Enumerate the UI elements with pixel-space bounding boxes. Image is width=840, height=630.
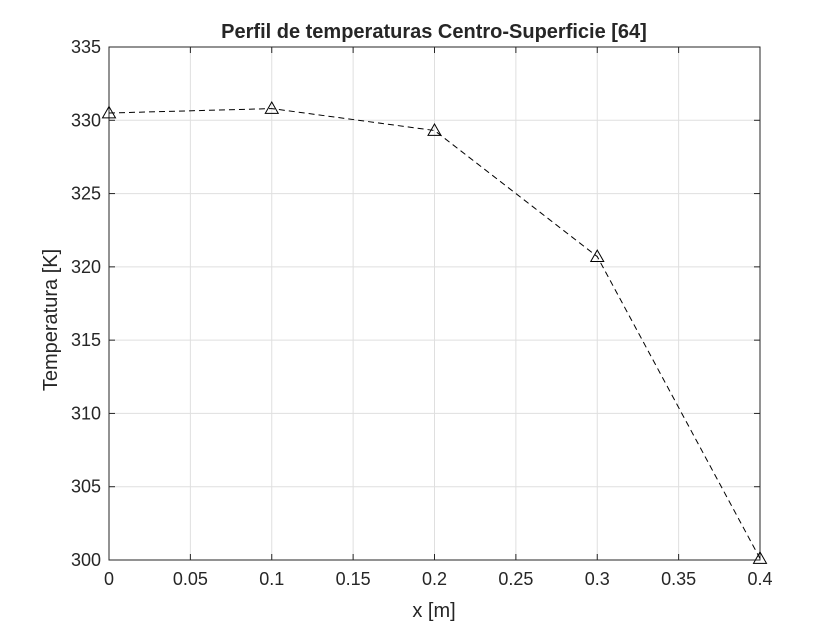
- x-tick-label: 0.05: [173, 569, 208, 589]
- data-point-marker: [264, 101, 280, 114]
- y-tick-label: 315: [71, 330, 101, 350]
- y-tick-label: 320: [71, 257, 101, 277]
- x-tick-label: 0.3: [585, 569, 610, 589]
- data-point-marker: [589, 249, 605, 262]
- y-tick-label: 335: [71, 37, 101, 57]
- data-point-marker: [101, 105, 117, 119]
- y-tick-label: 300: [71, 550, 101, 570]
- y-tick-label: 325: [71, 184, 101, 204]
- ticks: 0 0.05 0.1 0.15 0.2 0.25 0.3 0.35 0.4 300 305 310 31…: [71, 37, 773, 589]
- data-point-marker: [752, 551, 768, 564]
- x-tick-label: 0: [104, 569, 114, 589]
- x-tick-label: 0.25: [498, 569, 533, 589]
- x-tick-label: 0.15: [336, 569, 371, 589]
- x-tick-label: 0.4: [747, 569, 772, 589]
- x-tick-label: 0.2: [422, 569, 447, 589]
- chart-title: Perfil de temperaturas Centro-Superficie…: [221, 21, 647, 43]
- y-tick-label: 310: [71, 403, 101, 423]
- x-axis-label: x [m]: [412, 600, 455, 622]
- y-tick-label: 330: [71, 110, 101, 130]
- x-tick-label: 0.35: [661, 569, 696, 589]
- data-point-marker: [427, 123, 442, 136]
- y-tick-label: 305: [71, 477, 101, 497]
- y-axis-label: Temperatura [K]: [40, 249, 62, 391]
- series: [101, 101, 768, 564]
- x-tick-label: 0.1: [259, 569, 284, 589]
